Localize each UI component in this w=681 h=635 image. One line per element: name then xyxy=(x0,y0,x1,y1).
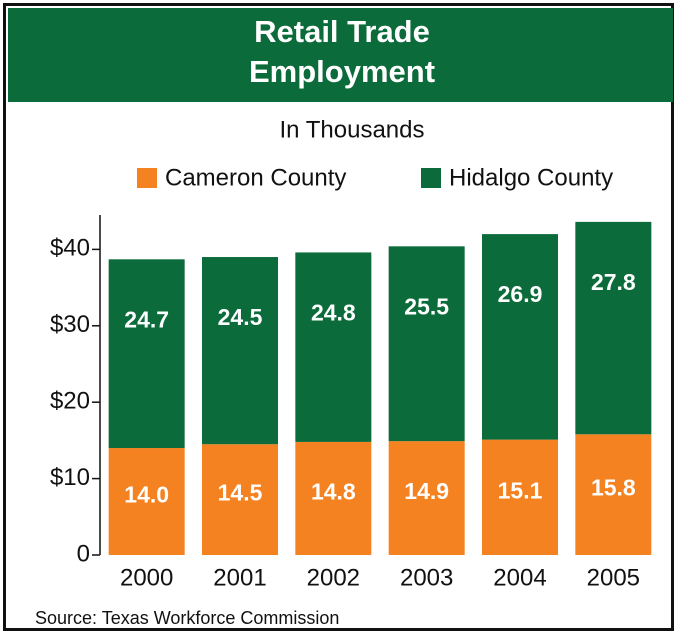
x-tick-label: 2000 xyxy=(120,564,173,591)
bar-segment xyxy=(108,448,185,555)
data-label: 25.5 xyxy=(404,293,449,319)
legend-swatch xyxy=(421,168,441,188)
bar-segment xyxy=(482,234,558,440)
bar-segment xyxy=(202,444,278,555)
x-tick-label: 2005 xyxy=(587,564,640,591)
x-tick-label: 2002 xyxy=(307,564,360,591)
bar-segment xyxy=(295,441,372,555)
data-label: 26.9 xyxy=(498,281,543,307)
y-tick-label: $40 xyxy=(50,235,90,262)
x-tick-label: 2001 xyxy=(213,564,266,591)
bar-segment xyxy=(295,252,372,442)
data-label: 24.8 xyxy=(311,300,356,326)
data-label: 14.5 xyxy=(218,480,263,506)
data-label: 24.7 xyxy=(124,306,169,332)
data-label: 14.0 xyxy=(124,482,169,508)
data-label: 14.8 xyxy=(311,479,356,505)
y-tick-label: $10 xyxy=(50,464,90,491)
x-tick-label: 2004 xyxy=(493,564,546,591)
legend-swatch xyxy=(137,168,157,188)
legend-label: Cameron County xyxy=(165,164,346,191)
y-tick-label: $30 xyxy=(50,311,90,338)
bar-segment xyxy=(575,221,652,435)
y-tick-label: 0 xyxy=(77,540,90,567)
bar-segment xyxy=(482,439,558,555)
bar-segment xyxy=(108,259,185,449)
bar-segment xyxy=(388,246,465,442)
bar-segment xyxy=(388,441,465,555)
bar-segment xyxy=(202,257,278,445)
legend-label: Hidalgo County xyxy=(449,164,613,191)
data-label: 15.1 xyxy=(498,477,543,503)
subtitle: In Thousands xyxy=(280,116,425,143)
x-tick-label: 2003 xyxy=(400,564,453,591)
chart-title: Retail Trade Employment xyxy=(248,14,436,89)
data-label: 14.9 xyxy=(404,478,449,504)
y-tick-label: $20 xyxy=(50,388,90,415)
data-label: 27.8 xyxy=(591,269,636,295)
bar-segment xyxy=(575,434,652,555)
header xyxy=(8,8,673,102)
data-label: 15.8 xyxy=(591,475,636,501)
source: Source: Texas Workforce Commission xyxy=(35,608,339,628)
data-label: 24.5 xyxy=(218,304,263,330)
frame xyxy=(3,3,674,631)
